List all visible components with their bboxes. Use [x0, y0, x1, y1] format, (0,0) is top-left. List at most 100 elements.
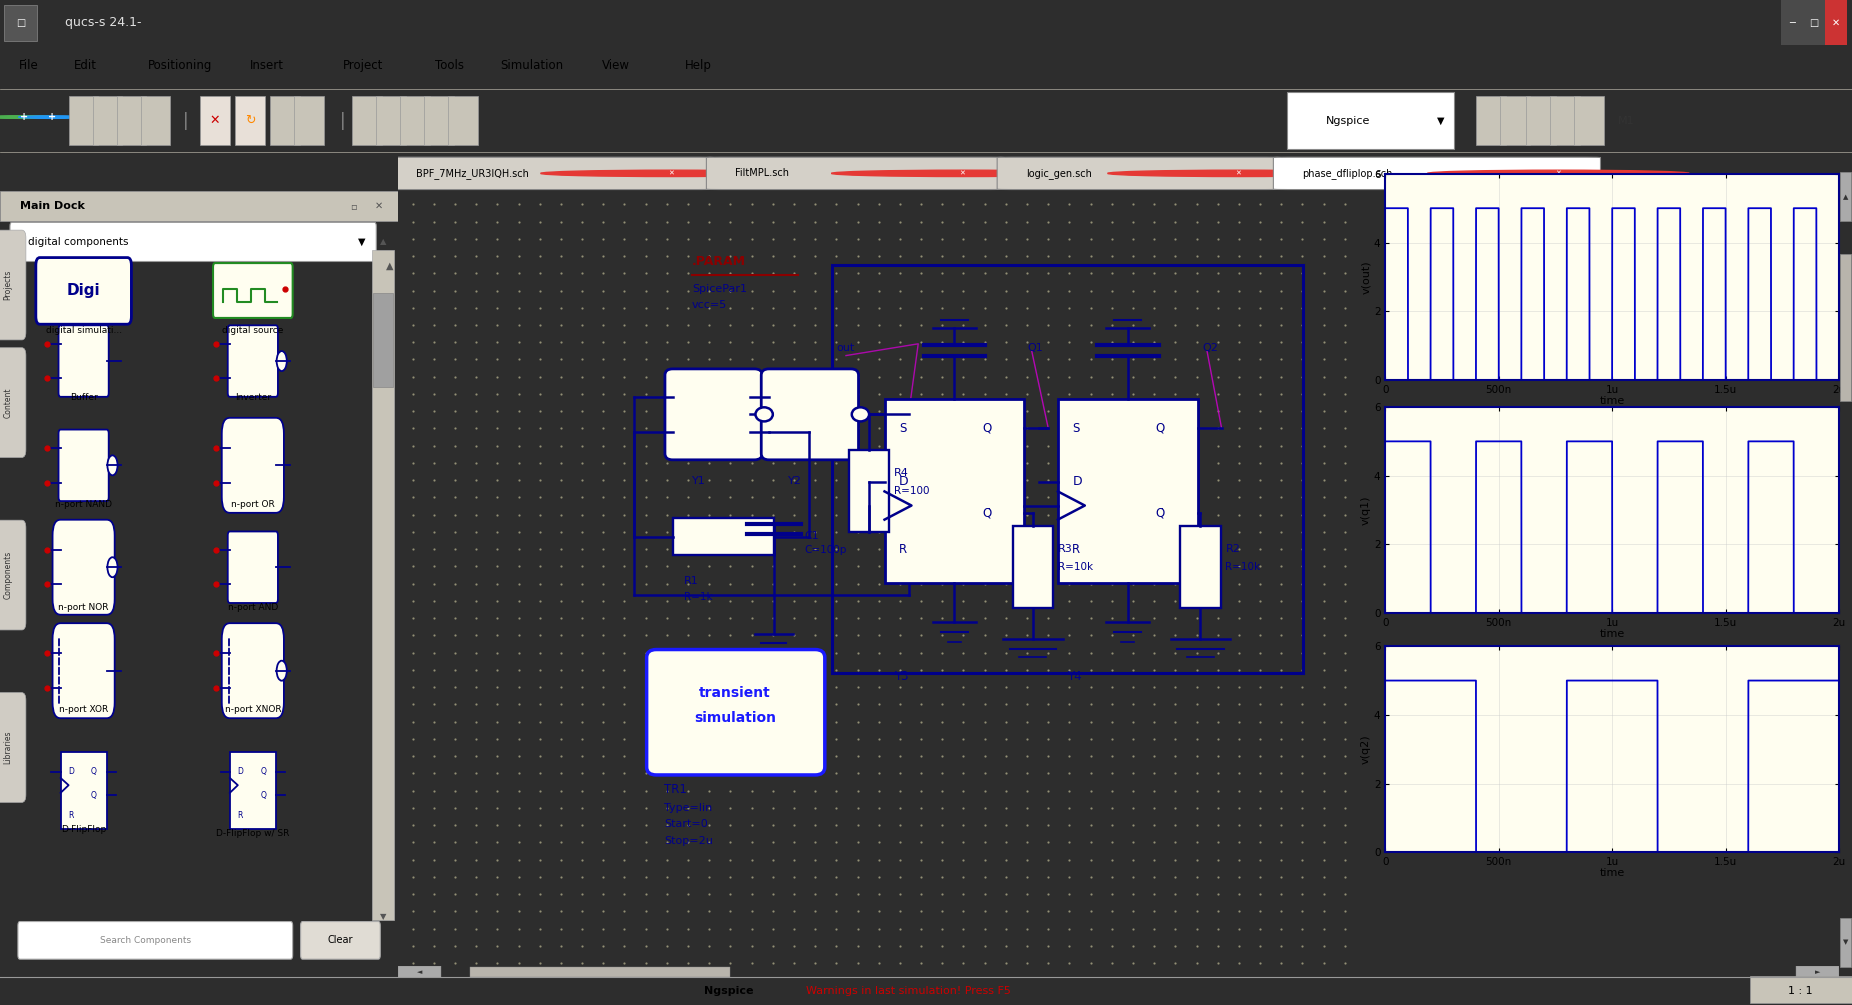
- Bar: [424, 95, 454, 146]
- Text: Type=lin: Type=lin: [665, 803, 713, 813]
- FancyBboxPatch shape: [222, 623, 283, 719]
- Text: Start=0: Start=0: [665, 819, 707, 829]
- Circle shape: [1428, 170, 1689, 177]
- Text: Y3: Y3: [895, 670, 909, 683]
- Text: □: □: [17, 18, 24, 27]
- Circle shape: [107, 455, 117, 475]
- Circle shape: [276, 660, 287, 680]
- Text: R1: R1: [683, 576, 698, 586]
- Text: R3: R3: [1057, 544, 1072, 554]
- Text: |: |: [339, 112, 346, 130]
- Bar: [352, 95, 382, 146]
- Circle shape: [0, 116, 57, 119]
- Text: R=1k: R=1k: [683, 592, 713, 602]
- Circle shape: [852, 407, 869, 421]
- Text: ▼: ▼: [380, 912, 387, 921]
- Bar: [0, 191, 398, 221]
- Bar: [1826, 0, 1848, 45]
- Text: R: R: [237, 811, 243, 820]
- Text: Q1: Q1: [1028, 343, 1043, 353]
- FancyBboxPatch shape: [1274, 157, 1600, 190]
- Y-axis label: v(q2): v(q2): [1361, 735, 1370, 764]
- Text: FiltMPL.sch: FiltMPL.sch: [735, 169, 789, 178]
- Bar: [1804, 0, 1826, 45]
- Text: n-port NOR: n-port NOR: [59, 603, 109, 612]
- Bar: [117, 95, 146, 146]
- Bar: [376, 95, 406, 146]
- Bar: [294, 95, 324, 146]
- FancyBboxPatch shape: [228, 532, 278, 603]
- Text: Insert: Insert: [250, 59, 283, 71]
- Bar: [470, 967, 730, 977]
- FancyBboxPatch shape: [0, 692, 26, 802]
- Bar: [448, 95, 478, 146]
- Text: Q2: Q2: [1202, 343, 1219, 353]
- Text: C=100p: C=100p: [804, 545, 846, 555]
- Text: Q̄: Q̄: [1156, 507, 1165, 520]
- Bar: [1782, 0, 1804, 45]
- Text: qucs-s 24.1-: qucs-s 24.1-: [65, 16, 141, 29]
- Text: D: D: [1072, 475, 1082, 488]
- Text: R: R: [69, 811, 74, 820]
- Circle shape: [1107, 170, 1369, 177]
- Text: Q: Q: [982, 422, 991, 434]
- Bar: [372, 292, 393, 387]
- FancyBboxPatch shape: [59, 429, 109, 501]
- X-axis label: time: time: [1600, 868, 1624, 878]
- FancyBboxPatch shape: [213, 263, 293, 318]
- Y-axis label: v(out): v(out): [1361, 260, 1370, 293]
- FancyBboxPatch shape: [706, 157, 1004, 190]
- Text: C1: C1: [804, 531, 819, 541]
- Text: R2: R2: [1226, 544, 1241, 554]
- Text: Q: Q: [261, 767, 267, 776]
- Bar: [885, 399, 1024, 583]
- Text: Buffer: Buffer: [70, 393, 98, 402]
- Text: Main Dock: Main Dock: [20, 201, 85, 211]
- FancyBboxPatch shape: [996, 157, 1280, 190]
- Bar: [372, 249, 394, 920]
- Text: n-port OR: n-port OR: [232, 500, 274, 509]
- Text: ✕: ✕: [374, 201, 382, 211]
- Text: Tools: Tools: [435, 59, 465, 71]
- Text: R=10k: R=10k: [1057, 562, 1093, 572]
- Bar: [61, 752, 107, 829]
- Text: R4: R4: [895, 468, 909, 478]
- Text: Digi: Digi: [67, 283, 100, 298]
- Bar: [1550, 95, 1580, 146]
- Text: D: D: [237, 767, 243, 776]
- Text: Content: Content: [4, 387, 13, 418]
- Text: Clear: Clear: [328, 936, 354, 946]
- Bar: [93, 95, 122, 146]
- Circle shape: [0, 116, 57, 119]
- Text: .PARAM: .PARAM: [693, 255, 746, 268]
- Text: Q: Q: [91, 767, 96, 776]
- Text: |: |: [181, 112, 189, 130]
- Bar: [1841, 172, 1850, 221]
- Circle shape: [19, 116, 85, 119]
- Text: n-port NAND: n-port NAND: [56, 500, 113, 509]
- Bar: [4, 4, 37, 40]
- Text: R: R: [898, 544, 907, 556]
- Text: Ngspice: Ngspice: [704, 986, 754, 996]
- Bar: [230, 752, 276, 829]
- Text: Y1: Y1: [693, 476, 706, 486]
- Text: File: File: [19, 59, 39, 71]
- Bar: [672, 518, 774, 556]
- Bar: [1287, 92, 1454, 149]
- Text: ▲: ▲: [387, 260, 394, 270]
- FancyBboxPatch shape: [52, 520, 115, 615]
- Bar: [1526, 95, 1556, 146]
- Bar: [270, 95, 300, 146]
- Text: D: D: [69, 767, 74, 776]
- Bar: [1476, 95, 1506, 146]
- Text: D-FlipFlop: D-FlipFlop: [61, 825, 106, 834]
- Bar: [1057, 399, 1198, 583]
- Circle shape: [107, 557, 117, 577]
- Text: n-port AND: n-port AND: [228, 603, 278, 612]
- Text: S: S: [898, 422, 906, 434]
- Text: □: □: [1809, 18, 1819, 27]
- Bar: [400, 95, 430, 146]
- Circle shape: [756, 407, 772, 421]
- FancyBboxPatch shape: [35, 257, 131, 325]
- Text: ✕: ✕: [1832, 18, 1841, 27]
